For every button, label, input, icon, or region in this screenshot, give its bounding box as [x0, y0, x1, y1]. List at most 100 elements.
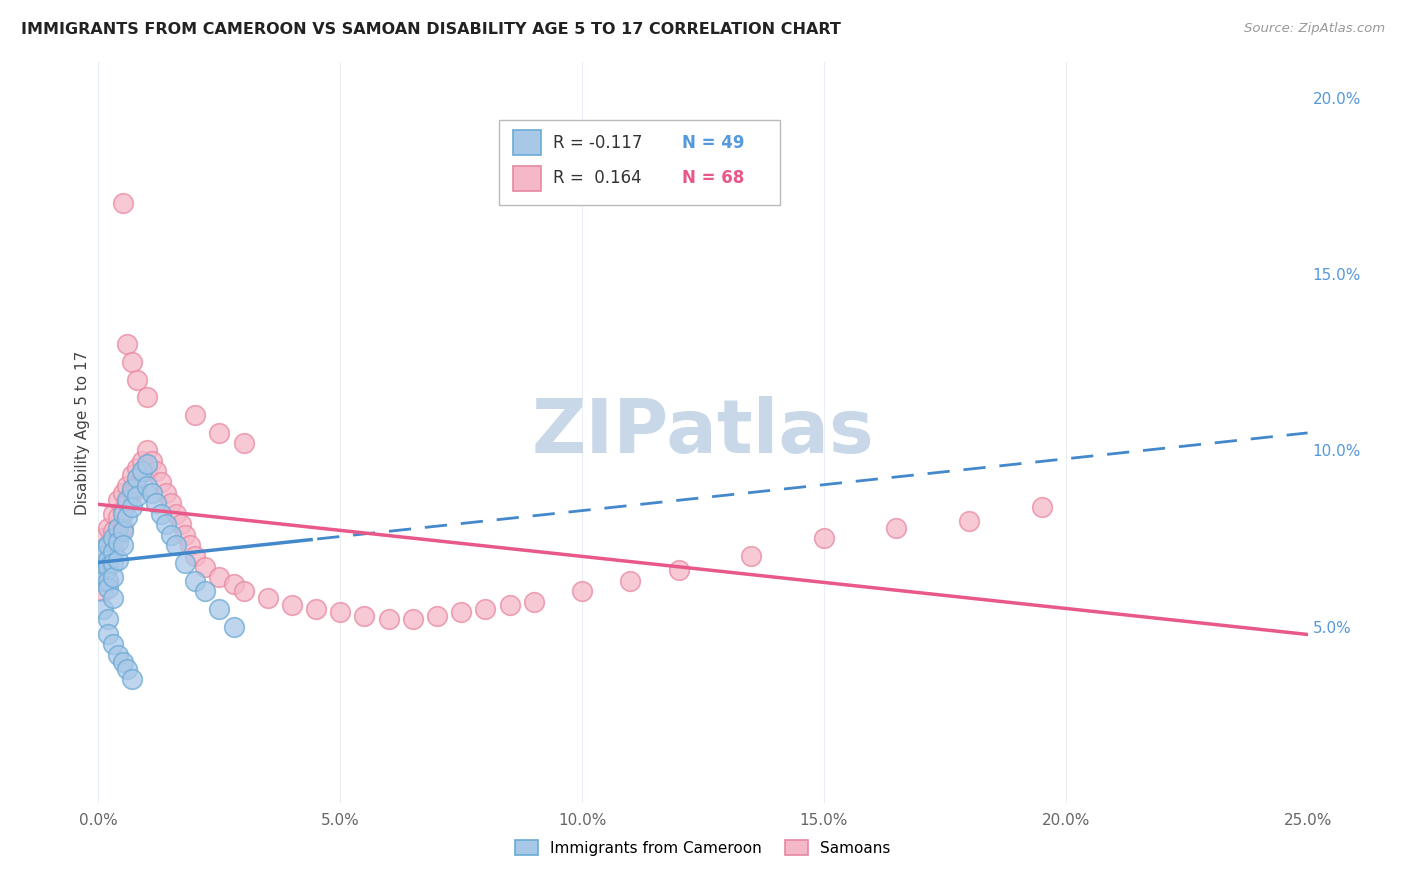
Text: Source: ZipAtlas.com: Source: ZipAtlas.com	[1244, 22, 1385, 36]
Point	[222, 619, 245, 633]
Point	[474, 602, 496, 616]
Point	[160, 528, 183, 542]
Point	[127, 489, 149, 503]
Point	[91, 549, 114, 563]
Point	[101, 556, 124, 570]
Point	[107, 528, 129, 542]
Point	[117, 492, 139, 507]
Point	[97, 556, 120, 570]
Point	[97, 521, 120, 535]
Point	[111, 655, 134, 669]
Point	[111, 521, 134, 535]
Point	[111, 538, 134, 552]
Point	[117, 510, 139, 524]
Point	[160, 496, 183, 510]
Point	[174, 528, 197, 542]
Point	[426, 609, 449, 624]
Point	[97, 538, 120, 552]
Point	[107, 510, 129, 524]
Point	[377, 612, 399, 626]
Point	[135, 443, 157, 458]
Point	[111, 524, 134, 539]
Point	[141, 454, 163, 468]
Point	[127, 373, 149, 387]
Point	[97, 581, 120, 595]
Point	[107, 521, 129, 535]
Point	[101, 545, 124, 559]
Point	[208, 570, 231, 584]
Point	[107, 648, 129, 662]
Point	[91, 584, 114, 599]
Point	[135, 478, 157, 492]
Point	[97, 574, 120, 588]
Point	[111, 196, 134, 211]
Point	[121, 467, 143, 482]
Point	[121, 673, 143, 687]
Point	[111, 503, 134, 517]
Point	[117, 662, 139, 676]
Point	[131, 464, 153, 478]
Point	[91, 574, 114, 588]
Point	[813, 532, 835, 546]
Point	[886, 521, 908, 535]
Point	[353, 609, 375, 624]
Point	[165, 538, 187, 552]
Point	[740, 549, 762, 563]
Point	[145, 464, 167, 478]
Point	[957, 514, 980, 528]
Point	[305, 602, 328, 616]
Point	[179, 538, 201, 552]
Point	[127, 478, 149, 492]
Point	[498, 599, 520, 613]
Point	[101, 541, 124, 556]
Point	[150, 475, 173, 489]
Point	[97, 538, 120, 552]
Text: N = 49: N = 49	[682, 134, 744, 152]
Text: IMMIGRANTS FROM CAMEROON VS SAMOAN DISABILITY AGE 5 TO 17 CORRELATION CHART: IMMIGRANTS FROM CAMEROON VS SAMOAN DISAB…	[21, 22, 841, 37]
Point	[150, 507, 173, 521]
Point	[91, 566, 114, 581]
Point	[402, 612, 425, 626]
Point	[127, 461, 149, 475]
Point	[131, 454, 153, 468]
Point	[281, 599, 304, 613]
Point	[184, 408, 207, 422]
Point	[135, 464, 157, 478]
Point	[97, 552, 120, 566]
Point	[121, 500, 143, 514]
Point	[222, 577, 245, 591]
Point	[169, 517, 191, 532]
Point	[91, 566, 114, 581]
Point	[619, 574, 641, 588]
Point	[256, 591, 278, 606]
Point	[107, 492, 129, 507]
Point	[155, 517, 177, 532]
Point	[194, 559, 217, 574]
Point	[174, 556, 197, 570]
Point	[1031, 500, 1053, 514]
Point	[117, 496, 139, 510]
Point	[97, 574, 120, 588]
Point	[97, 612, 120, 626]
Point	[121, 485, 143, 500]
Text: ZIPatlas: ZIPatlas	[531, 396, 875, 469]
Point	[101, 591, 124, 606]
Point	[571, 584, 593, 599]
Point	[523, 595, 546, 609]
Point	[97, 626, 120, 640]
Point	[121, 482, 143, 496]
Point	[135, 458, 157, 472]
Point	[208, 602, 231, 616]
Text: N = 68: N = 68	[682, 169, 744, 187]
Point	[329, 606, 352, 620]
Point	[121, 355, 143, 369]
Point	[117, 478, 139, 492]
Point	[165, 507, 187, 521]
Point	[450, 606, 472, 620]
Point	[184, 549, 207, 563]
Point	[194, 584, 217, 599]
Point	[232, 584, 254, 599]
Point	[101, 507, 124, 521]
Point	[127, 471, 149, 485]
Point	[141, 485, 163, 500]
